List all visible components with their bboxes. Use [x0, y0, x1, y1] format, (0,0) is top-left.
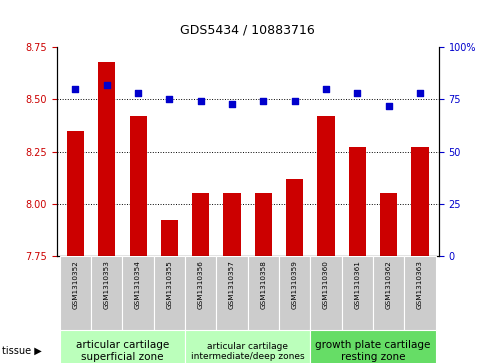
Point	[103, 82, 111, 88]
Text: GSM1310362: GSM1310362	[386, 260, 391, 309]
Text: GSM1310352: GSM1310352	[72, 260, 78, 309]
Text: articular cartilage
intermediate/deep zones: articular cartilage intermediate/deep zo…	[191, 342, 305, 361]
Bar	[91, 256, 122, 330]
Bar	[286, 179, 303, 256]
Bar	[185, 330, 311, 363]
Point	[134, 90, 142, 96]
Point	[416, 90, 424, 96]
Bar	[279, 256, 311, 330]
Bar	[98, 62, 115, 256]
Point	[71, 86, 79, 92]
Text: GSM1310353: GSM1310353	[104, 260, 110, 309]
Bar	[404, 256, 436, 330]
Bar	[311, 256, 342, 330]
Text: GSM1310360: GSM1310360	[323, 260, 329, 309]
Bar	[216, 256, 248, 330]
Bar	[255, 193, 272, 256]
Text: GSM1310355: GSM1310355	[167, 260, 173, 309]
Bar	[349, 147, 366, 256]
Text: GSM1310354: GSM1310354	[135, 260, 141, 309]
Text: articular cartilage
superficial zone: articular cartilage superficial zone	[76, 340, 169, 362]
Text: GSM1310358: GSM1310358	[260, 260, 266, 309]
Text: GSM1310363: GSM1310363	[417, 260, 423, 309]
Point	[166, 97, 174, 102]
Bar	[311, 330, 436, 363]
Text: GDS5434 / 10883716: GDS5434 / 10883716	[180, 23, 315, 36]
Text: tissue ▶: tissue ▶	[2, 346, 42, 356]
Point	[228, 101, 236, 106]
Text: GSM1310356: GSM1310356	[198, 260, 204, 309]
Point	[291, 98, 299, 105]
Text: growth plate cartilage
resting zone: growth plate cartilage resting zone	[316, 340, 431, 362]
Bar	[192, 193, 210, 256]
Bar	[161, 220, 178, 256]
Text: GSM1310361: GSM1310361	[354, 260, 360, 309]
Bar	[317, 116, 335, 256]
Bar	[60, 330, 185, 363]
Point	[385, 103, 392, 109]
Point	[259, 98, 267, 105]
Text: GSM1310359: GSM1310359	[292, 260, 298, 309]
Bar	[342, 256, 373, 330]
Bar	[67, 131, 84, 256]
Bar	[154, 256, 185, 330]
Bar	[122, 256, 154, 330]
Bar	[185, 256, 216, 330]
Bar	[411, 147, 428, 256]
Point	[197, 98, 205, 105]
Bar	[60, 256, 91, 330]
Bar	[223, 193, 241, 256]
Bar	[373, 256, 404, 330]
Bar	[380, 193, 397, 256]
Bar	[130, 116, 147, 256]
Text: GSM1310357: GSM1310357	[229, 260, 235, 309]
Bar	[248, 256, 279, 330]
Point	[353, 90, 361, 96]
Point	[322, 86, 330, 92]
